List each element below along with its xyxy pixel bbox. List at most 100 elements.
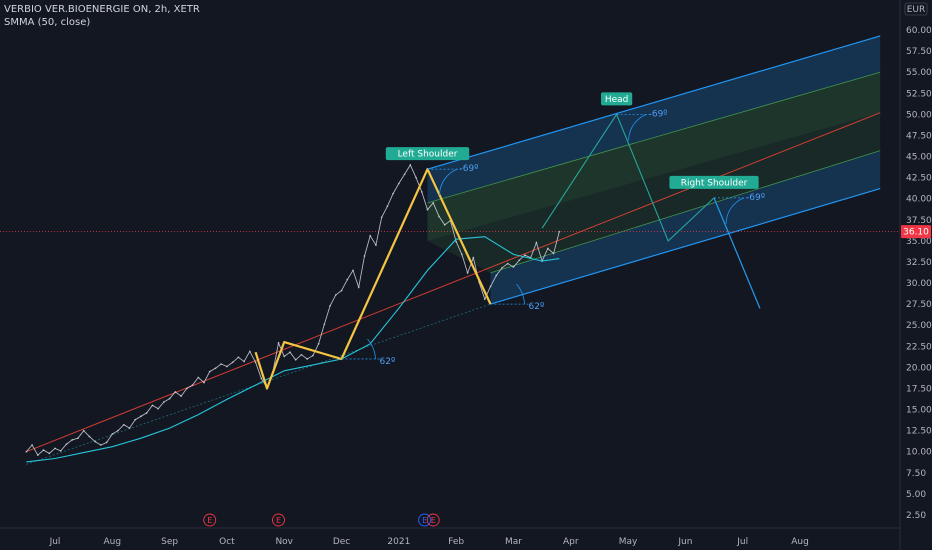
price-point: [289, 351, 291, 354]
x-tick-label: Nov: [275, 537, 293, 547]
price-point: [168, 397, 171, 400]
angle-label: 62º: [529, 302, 545, 312]
event-marker[interactable]: [418, 513, 432, 527]
price-point: [162, 401, 165, 403]
pattern-tag[interactable]: Left Shoulder: [385, 147, 470, 161]
price-point: [117, 429, 119, 432]
y-tick-label: 12.50: [906, 427, 932, 437]
event-marker[interactable]: [203, 513, 217, 527]
price-point: [197, 376, 200, 379]
currency-label: EUR: [907, 5, 926, 15]
pattern-tag[interactable]: Head: [601, 92, 633, 106]
price-point: [151, 404, 154, 407]
head-shoulders-pattern[interactable]: [254, 113, 761, 390]
price-point: [99, 444, 102, 446]
x-tick-label: Jul: [49, 537, 61, 547]
series-layer: [0, 164, 900, 463]
event-label: E: [276, 516, 281, 525]
y-tick-label: 57.50: [906, 47, 932, 57]
price-point: [501, 266, 503, 269]
price-point: [432, 202, 435, 204]
price-point: [535, 241, 538, 244]
y-tick-label: 2.50: [906, 511, 926, 521]
x-tick-label: Feb: [448, 537, 464, 547]
price-point: [185, 387, 188, 390]
current-price-tag: [901, 225, 931, 239]
price-point: [59, 449, 62, 452]
pattern-tag-box: [601, 92, 633, 106]
y-tick-label: 25.00: [906, 321, 932, 331]
price-point: [180, 395, 182, 397]
price-point: [323, 323, 326, 326]
price-point: [334, 293, 337, 296]
price-point: [518, 259, 521, 262]
x-tick-label: Aug: [791, 537, 809, 547]
price-point: [88, 435, 91, 438]
price-point: [82, 429, 85, 432]
price-point: [346, 278, 349, 281]
price-point: [174, 390, 177, 393]
y-tick-label: 32.50: [906, 258, 932, 268]
price-point: [77, 437, 79, 440]
price-point: [466, 272, 469, 274]
y-tick-label: 7.50: [906, 469, 926, 479]
price-point: [283, 355, 286, 358]
price-point: [397, 182, 400, 185]
x-tick-label: Dec: [333, 537, 350, 547]
channel-quarter-line: [490, 150, 881, 274]
x-tick-label: May: [619, 537, 638, 547]
x-tick-label: Aug: [104, 537, 122, 547]
price-point: [71, 439, 74, 441]
y-tick-label: 45.00: [906, 153, 932, 163]
y-tick-label: 50.00: [906, 110, 932, 120]
price-point: [455, 240, 458, 243]
angle-label: -69º: [746, 193, 765, 203]
channel-band-upper: [427, 35, 881, 203]
price-point: [415, 176, 417, 179]
event-marker[interactable]: [426, 513, 440, 527]
event-label: E: [431, 516, 436, 525]
y-tick-label: 35.00: [906, 237, 932, 247]
x-tick-label: Jul: [736, 537, 748, 547]
angle-arc: [516, 283, 525, 305]
channel-lower-line[interactable]: [490, 188, 881, 305]
angle-arc: [367, 338, 376, 359]
pattern-zigzag[interactable]: [254, 168, 492, 390]
pattern-tag-box: [669, 175, 759, 189]
price-point: [54, 447, 56, 450]
pattern-tag-label: Head: [605, 95, 629, 105]
price-point: [558, 230, 561, 233]
price-point: [248, 350, 251, 353]
price-point: [438, 215, 440, 218]
price-point: [25, 450, 28, 453]
price-point: [31, 444, 33, 446]
angle-arc: [439, 168, 458, 196]
indicator-title[interactable]: SMMA (50, close): [4, 17, 91, 28]
channel-upper-line[interactable]: [427, 35, 881, 170]
price-point: [243, 360, 246, 363]
channel-band-mid-lower: [427, 112, 881, 273]
price-point: [203, 381, 205, 384]
price-point: [512, 266, 515, 268]
price-point: [65, 443, 68, 446]
channel-median-line: [26, 112, 881, 453]
price-point: [386, 205, 389, 208]
price-point: [231, 361, 234, 364]
x-tick-label: 2021: [387, 537, 410, 547]
price-point: [495, 274, 498, 277]
x-tick-label: Oct: [219, 537, 235, 547]
currency-box[interactable]: [904, 2, 928, 16]
symbol-title[interactable]: VERBIO VER.BIOENERGIE ON, 2h, XETR: [4, 4, 200, 15]
y-tick-label: 42.50: [906, 174, 932, 184]
pitchfork-channel[interactable]: [26, 35, 881, 465]
price-point: [363, 255, 366, 257]
event-marker[interactable]: [272, 513, 285, 527]
event-label: E: [422, 516, 427, 525]
pattern-tag[interactable]: Right Shoulder: [669, 175, 759, 189]
price-point: [105, 441, 108, 444]
price-point: [506, 262, 509, 265]
angle-label: -69º: [649, 109, 668, 119]
